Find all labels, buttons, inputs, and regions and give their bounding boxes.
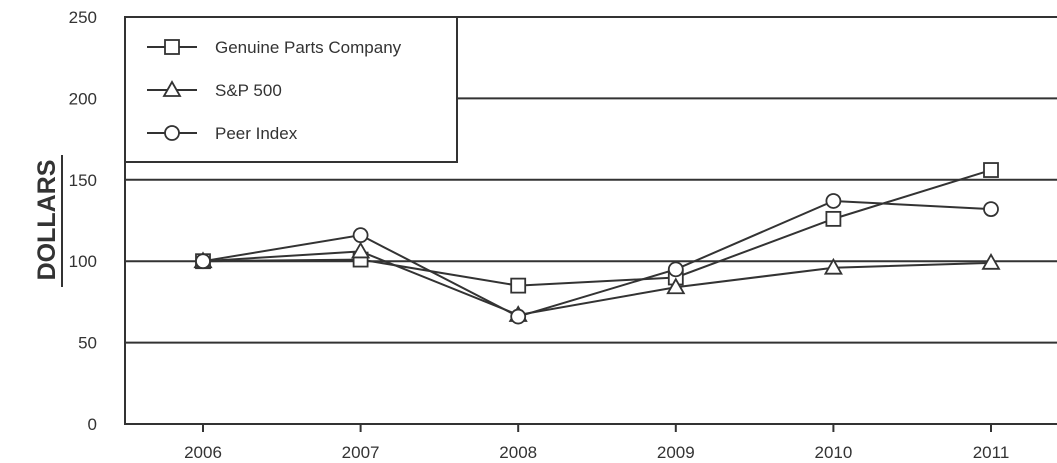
y-tick-200: 200 xyxy=(69,89,97,108)
x-tick-2007: 2007 xyxy=(342,443,380,462)
point-s-p-500-2009 xyxy=(666,277,686,295)
point-genuine-parts-company-2011 xyxy=(983,162,999,178)
legend-marker-s-p-500 xyxy=(162,80,182,97)
legend-marker-genuine-parts-company xyxy=(164,39,180,55)
x-tick-2011: 2011 xyxy=(973,443,1010,462)
legend-marker-peer-index xyxy=(164,125,180,141)
point-peer-index-2011 xyxy=(983,201,999,218)
series-line-peer-index xyxy=(202,199,992,318)
point-genuine-parts-company-2008 xyxy=(510,277,527,294)
data-series xyxy=(193,162,1001,325)
x-tick-2006: 2006 xyxy=(184,443,222,462)
point-peer-index-2009 xyxy=(667,261,684,278)
point-peer-index-2006 xyxy=(195,253,211,270)
series-line-s-p-500 xyxy=(202,250,992,316)
point-peer-index-2010 xyxy=(825,193,842,209)
y-tick-150: 150 xyxy=(69,171,97,190)
y-tick-0: 0 xyxy=(88,415,97,434)
x-tick-2009: 2009 xyxy=(657,443,695,462)
y-tick-250: 250 xyxy=(69,8,97,27)
x-tick-labels: 2006 2007 2008 2009 2010 2011 xyxy=(184,443,1009,462)
series-line-genuine-parts-company xyxy=(202,169,992,287)
y-tick-labels: 0 50 100 150 200 250 xyxy=(69,8,97,434)
y-axis-label: DOLLARS xyxy=(33,160,61,281)
y-tick-50: 50 xyxy=(78,334,97,353)
point-s-p-500-2011 xyxy=(981,253,1001,270)
legend-label-s-p-500: S&P 500 xyxy=(215,81,282,100)
legend: Genuine Parts Company S&P 500 Peer Index xyxy=(124,16,458,163)
point-peer-index-2008 xyxy=(510,308,527,325)
legend-label-genuine-parts-company: Genuine Parts Company xyxy=(215,38,402,57)
y-tick-100: 100 xyxy=(69,252,97,271)
legend-label-peer-index: Peer Index xyxy=(215,124,298,143)
point-genuine-parts-company-2010 xyxy=(825,210,842,227)
point-peer-index-2007 xyxy=(352,227,369,244)
point-s-p-500-2010 xyxy=(823,257,843,275)
x-tick-2010: 2010 xyxy=(814,443,852,462)
x-tick-2008: 2008 xyxy=(499,443,537,462)
point-s-p-500-2007 xyxy=(351,241,371,259)
